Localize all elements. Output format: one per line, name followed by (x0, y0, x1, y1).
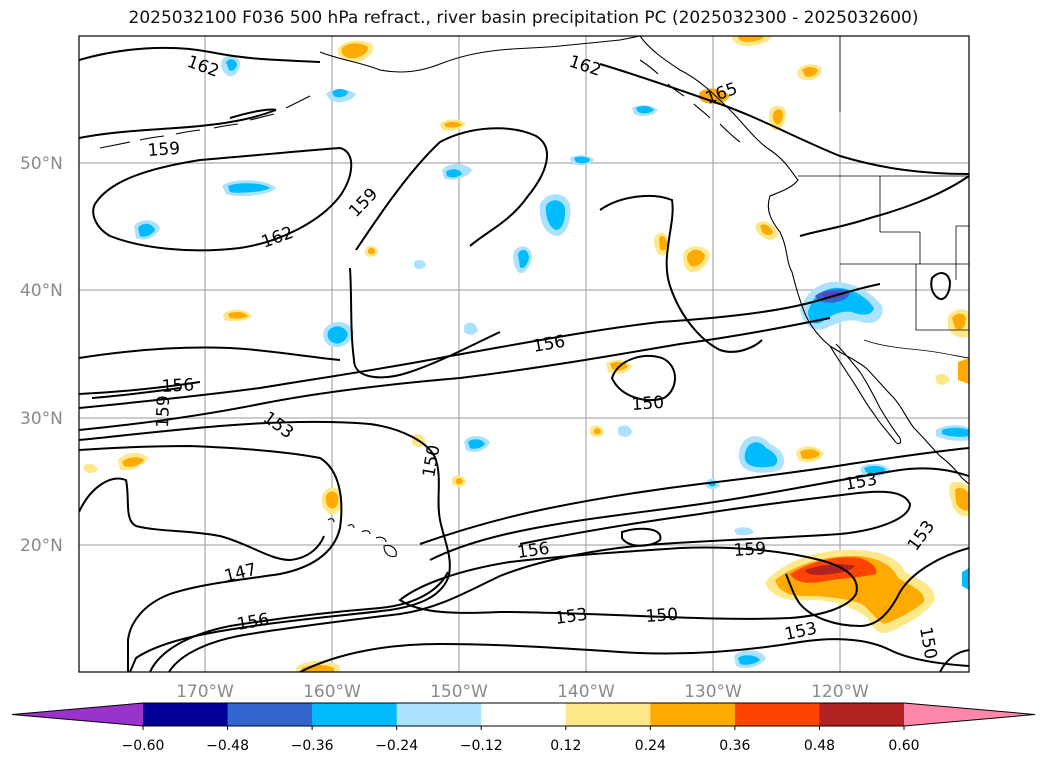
contour-150-west (79, 420, 451, 672)
contour-159-north (79, 108, 277, 139)
lat-label: 50°N (20, 154, 63, 174)
lon-label: 150°W (430, 682, 488, 702)
contour-label: 159 (733, 539, 767, 561)
colorbar-tick-label: −0.12 (460, 738, 503, 754)
coastal-islands (639, 59, 741, 143)
colorbar-tick-label: 0.24 (635, 738, 666, 754)
lon-label: 120°W (811, 682, 869, 702)
map-title: 2025032100 F036 500 hPa refract., river … (128, 8, 919, 28)
plot-frame (78, 35, 970, 673)
contour-162-small (621, 527, 662, 547)
colorbar-tick-label: 0.12 (550, 738, 581, 754)
coastlines (99, 36, 969, 558)
colorbar-segment (227, 703, 313, 726)
refractivity-contours (79, 46, 969, 672)
lat-label: 30°N (20, 409, 63, 429)
colorbar-tick-label: −0.24 (375, 738, 418, 754)
contour-label: 150 (645, 605, 679, 627)
colorbar-segment (396, 703, 482, 726)
colorbar-tick-label: −0.60 (122, 738, 165, 754)
contour-162-north (79, 46, 969, 175)
colorbar-segment (565, 703, 651, 726)
lon-label: 160°W (303, 682, 361, 702)
us-state-borders (840, 176, 969, 331)
baja-california (829, 343, 902, 445)
contour-156-mid (79, 283, 881, 409)
colorbar-extension-low (12, 703, 143, 726)
colorbar-segment (312, 703, 398, 726)
contour-150-west-inner (79, 444, 343, 672)
contour-150-se (939, 649, 969, 672)
contour-156-south (149, 467, 969, 672)
colorbar: −0.60 −0.48 −0.36 −0.24 −0.12 0.12 0.24 0.36 0.4… (11, 702, 1036, 754)
contour-162-loop (92, 146, 353, 252)
colorbar-tick-label: −0.36 (291, 738, 334, 754)
alaska-coast (319, 36, 641, 73)
longitude-labels: 170°W 160°W 150°W 140°W 130°W 120°W (176, 682, 869, 702)
colorbar-segment (819, 703, 905, 726)
colorbar-tick-label: 0.48 (804, 738, 835, 754)
contour-159-east (599, 194, 763, 353)
colorbar-segment (143, 703, 229, 726)
contour-153-south (168, 447, 969, 672)
precip-darkred-mexico (805, 564, 855, 575)
contour-label: 150 (631, 393, 665, 415)
contour-small-loop (930, 272, 952, 300)
north-america-coast (639, 36, 969, 485)
contour-156-top (79, 346, 341, 361)
colorbar-segment (650, 703, 736, 726)
contour-150-loop (610, 355, 676, 401)
contour-153-east (785, 547, 969, 628)
contour-150-south (398, 546, 858, 620)
contour-159-loop (349, 127, 548, 379)
lat-label: 20°N (20, 536, 63, 556)
contour-label: 159 (147, 139, 181, 161)
lon-label: 130°W (684, 682, 742, 702)
contour-label: 156 (161, 375, 194, 397)
lon-label: 170°W (176, 682, 234, 702)
contour-label: 156 (516, 539, 551, 563)
contour-147 (79, 477, 325, 562)
latitude-labels: 50°N 40°N 30°N 20°N (20, 154, 63, 556)
colorbar-segment (481, 703, 567, 726)
colorbar-tick-label: 0.60 (888, 738, 919, 754)
contour-label: 153 (554, 605, 589, 629)
contour-153-top (79, 317, 831, 431)
contour-159-mid (79, 381, 201, 399)
colorbar-tick-label: 0.36 (719, 738, 750, 754)
colorbar-extension-high (904, 703, 1035, 726)
contour-153-se (299, 638, 969, 672)
colorbar-segment (734, 703, 820, 726)
hawaii-islands (327, 518, 397, 558)
borders (798, 36, 969, 359)
aleutian-islands (99, 95, 311, 149)
contour-label: 159 (153, 395, 174, 428)
contour-159-east2 (799, 175, 969, 237)
lat-label: 40°N (20, 281, 63, 301)
precip-fill (84, 36, 969, 672)
colorbar-tick-label: −0.48 (206, 738, 249, 754)
lon-label: 140°W (557, 682, 615, 702)
us-mexico-border (863, 339, 969, 359)
